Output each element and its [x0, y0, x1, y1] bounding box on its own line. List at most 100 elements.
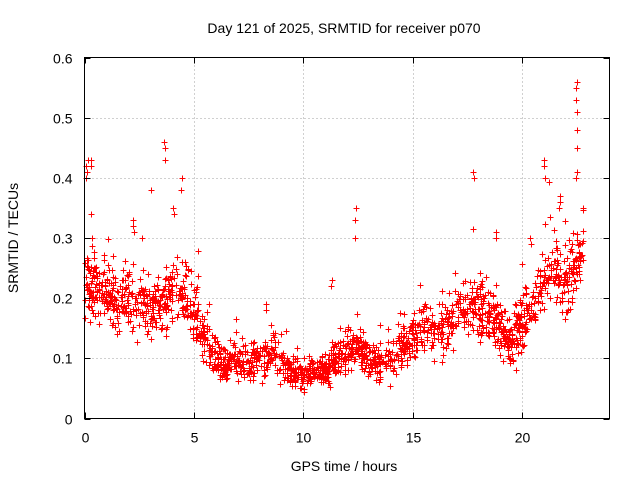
data-point [325, 356, 332, 363]
data-point [174, 254, 181, 261]
data-point [85, 266, 92, 273]
data-point [272, 354, 279, 361]
data-point [360, 329, 367, 336]
data-point [533, 284, 540, 291]
data-point [397, 310, 404, 317]
data-point [580, 205, 587, 212]
data-point [476, 306, 483, 313]
data-point [208, 349, 215, 356]
data-point [448, 319, 455, 326]
data-point [293, 369, 300, 376]
data-point [168, 276, 175, 283]
data-point [473, 289, 480, 296]
data-point [283, 328, 290, 335]
data-point [169, 269, 176, 276]
data-point [190, 325, 197, 332]
data-point [140, 314, 147, 321]
data-point [340, 338, 347, 345]
data-point [278, 331, 285, 338]
data-point [485, 318, 492, 325]
data-point [416, 307, 423, 314]
data-point [506, 355, 513, 362]
data-point [562, 242, 569, 249]
data-point [153, 319, 160, 326]
data-points [82, 79, 587, 396]
data-point [130, 217, 137, 224]
data-point [179, 307, 186, 314]
data-point [82, 315, 89, 322]
data-point [130, 324, 137, 331]
data-point [502, 340, 509, 347]
data-point [163, 333, 170, 340]
data-point [281, 377, 288, 384]
data-point [541, 163, 548, 170]
data-point [490, 329, 497, 336]
data-point [449, 313, 456, 320]
data-point [197, 318, 204, 325]
data-point [280, 370, 287, 377]
data-point [331, 357, 338, 364]
y-axis-label: SRMTID / TECUs [5, 183, 21, 293]
data-point [542, 175, 549, 182]
data-point [206, 362, 213, 369]
data-point [477, 312, 484, 319]
data-point [250, 377, 257, 384]
data-point [88, 211, 95, 218]
data-point [504, 317, 511, 324]
data-point [486, 333, 493, 340]
data-point [315, 365, 322, 372]
x-tick-label: 5 [191, 430, 199, 446]
data-point [344, 333, 351, 340]
data-point [528, 301, 535, 308]
data-point [180, 278, 187, 285]
data-point [352, 235, 359, 242]
data-point [169, 315, 176, 322]
data-point [400, 325, 407, 332]
data-point [419, 317, 426, 324]
data-point [398, 362, 405, 369]
data-point [573, 85, 580, 92]
data-point [438, 329, 445, 336]
data-point [332, 341, 339, 348]
data-point [529, 294, 536, 301]
data-point [132, 295, 139, 302]
data-point [92, 294, 99, 301]
data-point [439, 288, 446, 295]
data-point [469, 322, 476, 329]
data-point [183, 306, 190, 313]
data-point [526, 312, 533, 319]
data-point [220, 365, 227, 372]
y-tick-label: 0.6 [53, 51, 73, 67]
data-point [174, 271, 181, 278]
data-point [337, 339, 344, 346]
data-point [125, 302, 132, 309]
x-axis-label: GPS time / hours [291, 458, 398, 474]
data-point [417, 282, 424, 289]
data-point [501, 326, 508, 333]
data-point [100, 271, 107, 278]
data-point [490, 292, 497, 299]
data-point [580, 228, 587, 235]
data-point [223, 376, 230, 383]
data-point [469, 285, 476, 292]
data-point [570, 230, 577, 237]
data-point [427, 305, 434, 312]
data-point [178, 187, 185, 194]
data-point [237, 350, 244, 357]
data-point [145, 271, 152, 278]
data-point [88, 280, 95, 287]
data-point [226, 351, 233, 358]
data-point [519, 261, 526, 268]
data-point [162, 157, 169, 164]
data-point [88, 157, 95, 164]
data-point [182, 272, 189, 279]
data-point [193, 337, 200, 344]
data-point [470, 226, 477, 233]
data-point [89, 297, 96, 304]
data-point [287, 379, 294, 386]
data-point [507, 327, 514, 334]
data-point [296, 364, 303, 371]
data-point [414, 334, 421, 341]
data-point [129, 328, 136, 335]
